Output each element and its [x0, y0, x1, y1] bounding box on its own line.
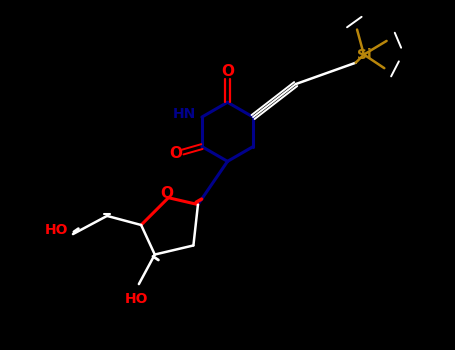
- Text: Si: Si: [357, 48, 371, 62]
- Text: O: O: [160, 186, 173, 201]
- Text: O: O: [169, 146, 182, 161]
- Text: HO: HO: [125, 292, 148, 306]
- Text: O: O: [221, 64, 234, 79]
- Text: HO: HO: [45, 223, 68, 237]
- Text: HN: HN: [173, 107, 197, 121]
